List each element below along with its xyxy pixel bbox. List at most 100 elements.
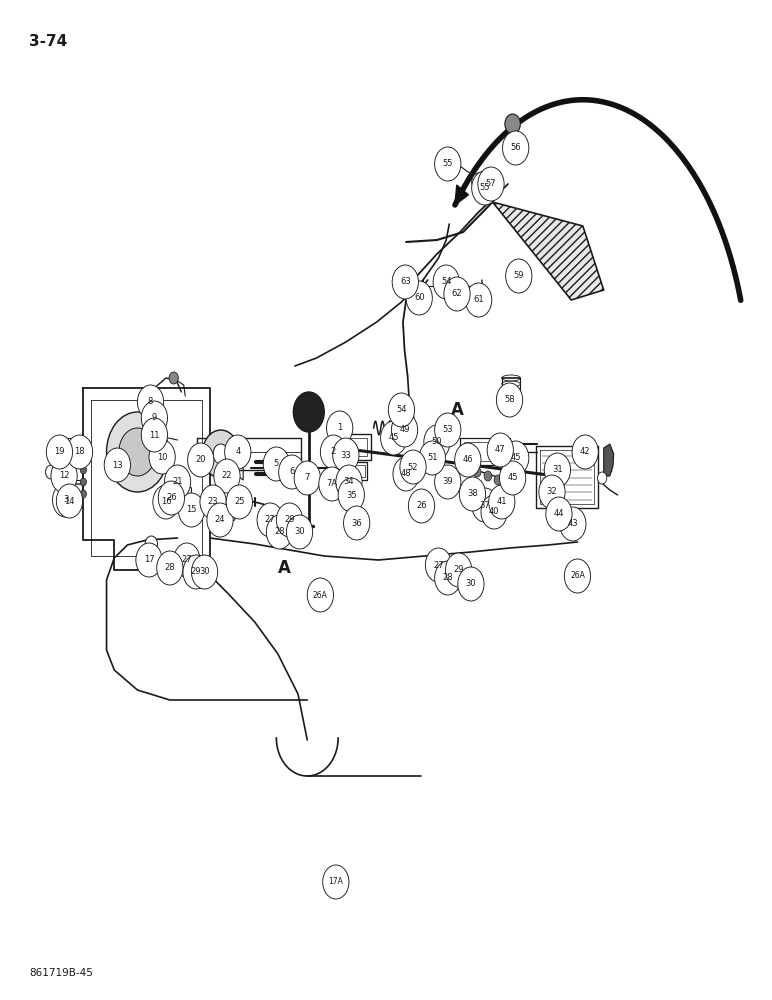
Circle shape — [183, 555, 209, 589]
Circle shape — [107, 412, 168, 492]
Text: A: A — [451, 401, 463, 419]
Text: 37: 37 — [479, 500, 490, 510]
Circle shape — [327, 411, 353, 445]
Circle shape — [444, 277, 470, 311]
Circle shape — [336, 465, 362, 499]
Text: 26: 26 — [166, 493, 177, 502]
Circle shape — [458, 567, 484, 601]
Text: 26A: 26A — [570, 572, 585, 580]
Circle shape — [214, 459, 240, 493]
Text: 59: 59 — [513, 271, 524, 280]
Circle shape — [286, 510, 295, 522]
Text: 45: 45 — [388, 434, 399, 442]
Circle shape — [539, 475, 565, 509]
Circle shape — [506, 259, 532, 293]
Text: 56: 56 — [510, 143, 521, 152]
Text: 6: 6 — [290, 468, 294, 477]
Circle shape — [432, 435, 439, 445]
Circle shape — [494, 475, 502, 485]
Circle shape — [225, 435, 251, 469]
Text: 3: 3 — [63, 495, 68, 504]
Circle shape — [80, 454, 86, 462]
Text: 54: 54 — [396, 406, 407, 414]
Text: 21: 21 — [172, 478, 183, 487]
Circle shape — [400, 450, 426, 484]
Circle shape — [433, 265, 459, 299]
Circle shape — [344, 506, 370, 540]
Text: 31: 31 — [552, 466, 563, 475]
Text: 13: 13 — [112, 460, 123, 470]
Circle shape — [546, 497, 572, 531]
Circle shape — [484, 471, 492, 481]
Text: 63: 63 — [400, 277, 411, 286]
Circle shape — [46, 465, 56, 479]
Circle shape — [276, 522, 286, 534]
Circle shape — [472, 171, 498, 205]
Circle shape — [408, 489, 435, 523]
Circle shape — [438, 151, 452, 169]
Text: 27: 27 — [181, 556, 192, 564]
Text: 7: 7 — [305, 474, 310, 483]
Text: 1: 1 — [337, 424, 342, 432]
Circle shape — [564, 559, 591, 593]
Circle shape — [213, 444, 229, 464]
Circle shape — [487, 433, 513, 467]
Text: 50: 50 — [432, 438, 442, 446]
Circle shape — [294, 461, 320, 495]
Circle shape — [51, 459, 77, 493]
Text: 45: 45 — [507, 474, 518, 483]
Circle shape — [466, 283, 492, 317]
Circle shape — [544, 453, 571, 487]
Circle shape — [164, 465, 191, 499]
Text: 60: 60 — [414, 294, 425, 302]
Polygon shape — [455, 185, 469, 205]
Circle shape — [188, 443, 214, 477]
Circle shape — [472, 173, 486, 191]
Text: 43: 43 — [567, 520, 578, 528]
Text: 3-74: 3-74 — [29, 34, 68, 49]
Circle shape — [333, 438, 359, 472]
Text: 53: 53 — [442, 426, 453, 434]
Text: 62: 62 — [452, 290, 462, 298]
Circle shape — [52, 483, 79, 517]
Text: 51: 51 — [427, 454, 438, 462]
Text: 47: 47 — [495, 446, 506, 454]
Circle shape — [388, 393, 415, 427]
Text: 58: 58 — [504, 395, 515, 404]
Text: 7A: 7A — [327, 480, 337, 488]
Circle shape — [473, 467, 481, 477]
Circle shape — [56, 484, 83, 518]
Text: 17: 17 — [144, 556, 154, 564]
Circle shape — [503, 131, 529, 165]
Circle shape — [137, 385, 164, 419]
Circle shape — [406, 281, 432, 315]
Text: 40: 40 — [489, 508, 499, 516]
Circle shape — [207, 503, 233, 537]
Circle shape — [157, 551, 183, 585]
Text: 5: 5 — [274, 460, 279, 468]
Text: 42: 42 — [580, 448, 591, 456]
Circle shape — [119, 428, 156, 476]
Circle shape — [505, 114, 520, 134]
Text: 55: 55 — [442, 159, 453, 168]
Text: 29: 29 — [284, 516, 295, 524]
Circle shape — [425, 548, 452, 582]
Text: 34: 34 — [344, 478, 354, 487]
Polygon shape — [604, 444, 614, 476]
Circle shape — [266, 515, 293, 549]
Circle shape — [435, 561, 461, 595]
Circle shape — [445, 553, 472, 587]
Circle shape — [338, 478, 364, 512]
Circle shape — [478, 167, 504, 201]
Polygon shape — [230, 455, 243, 470]
Text: 16: 16 — [161, 497, 171, 506]
Circle shape — [158, 481, 185, 515]
Circle shape — [435, 413, 461, 447]
Text: 23: 23 — [208, 497, 218, 506]
Text: 20: 20 — [195, 456, 206, 464]
Text: 14: 14 — [64, 496, 75, 506]
Text: 45: 45 — [510, 454, 521, 462]
Circle shape — [435, 147, 461, 181]
Circle shape — [286, 515, 313, 549]
Text: 26A: 26A — [313, 590, 328, 599]
